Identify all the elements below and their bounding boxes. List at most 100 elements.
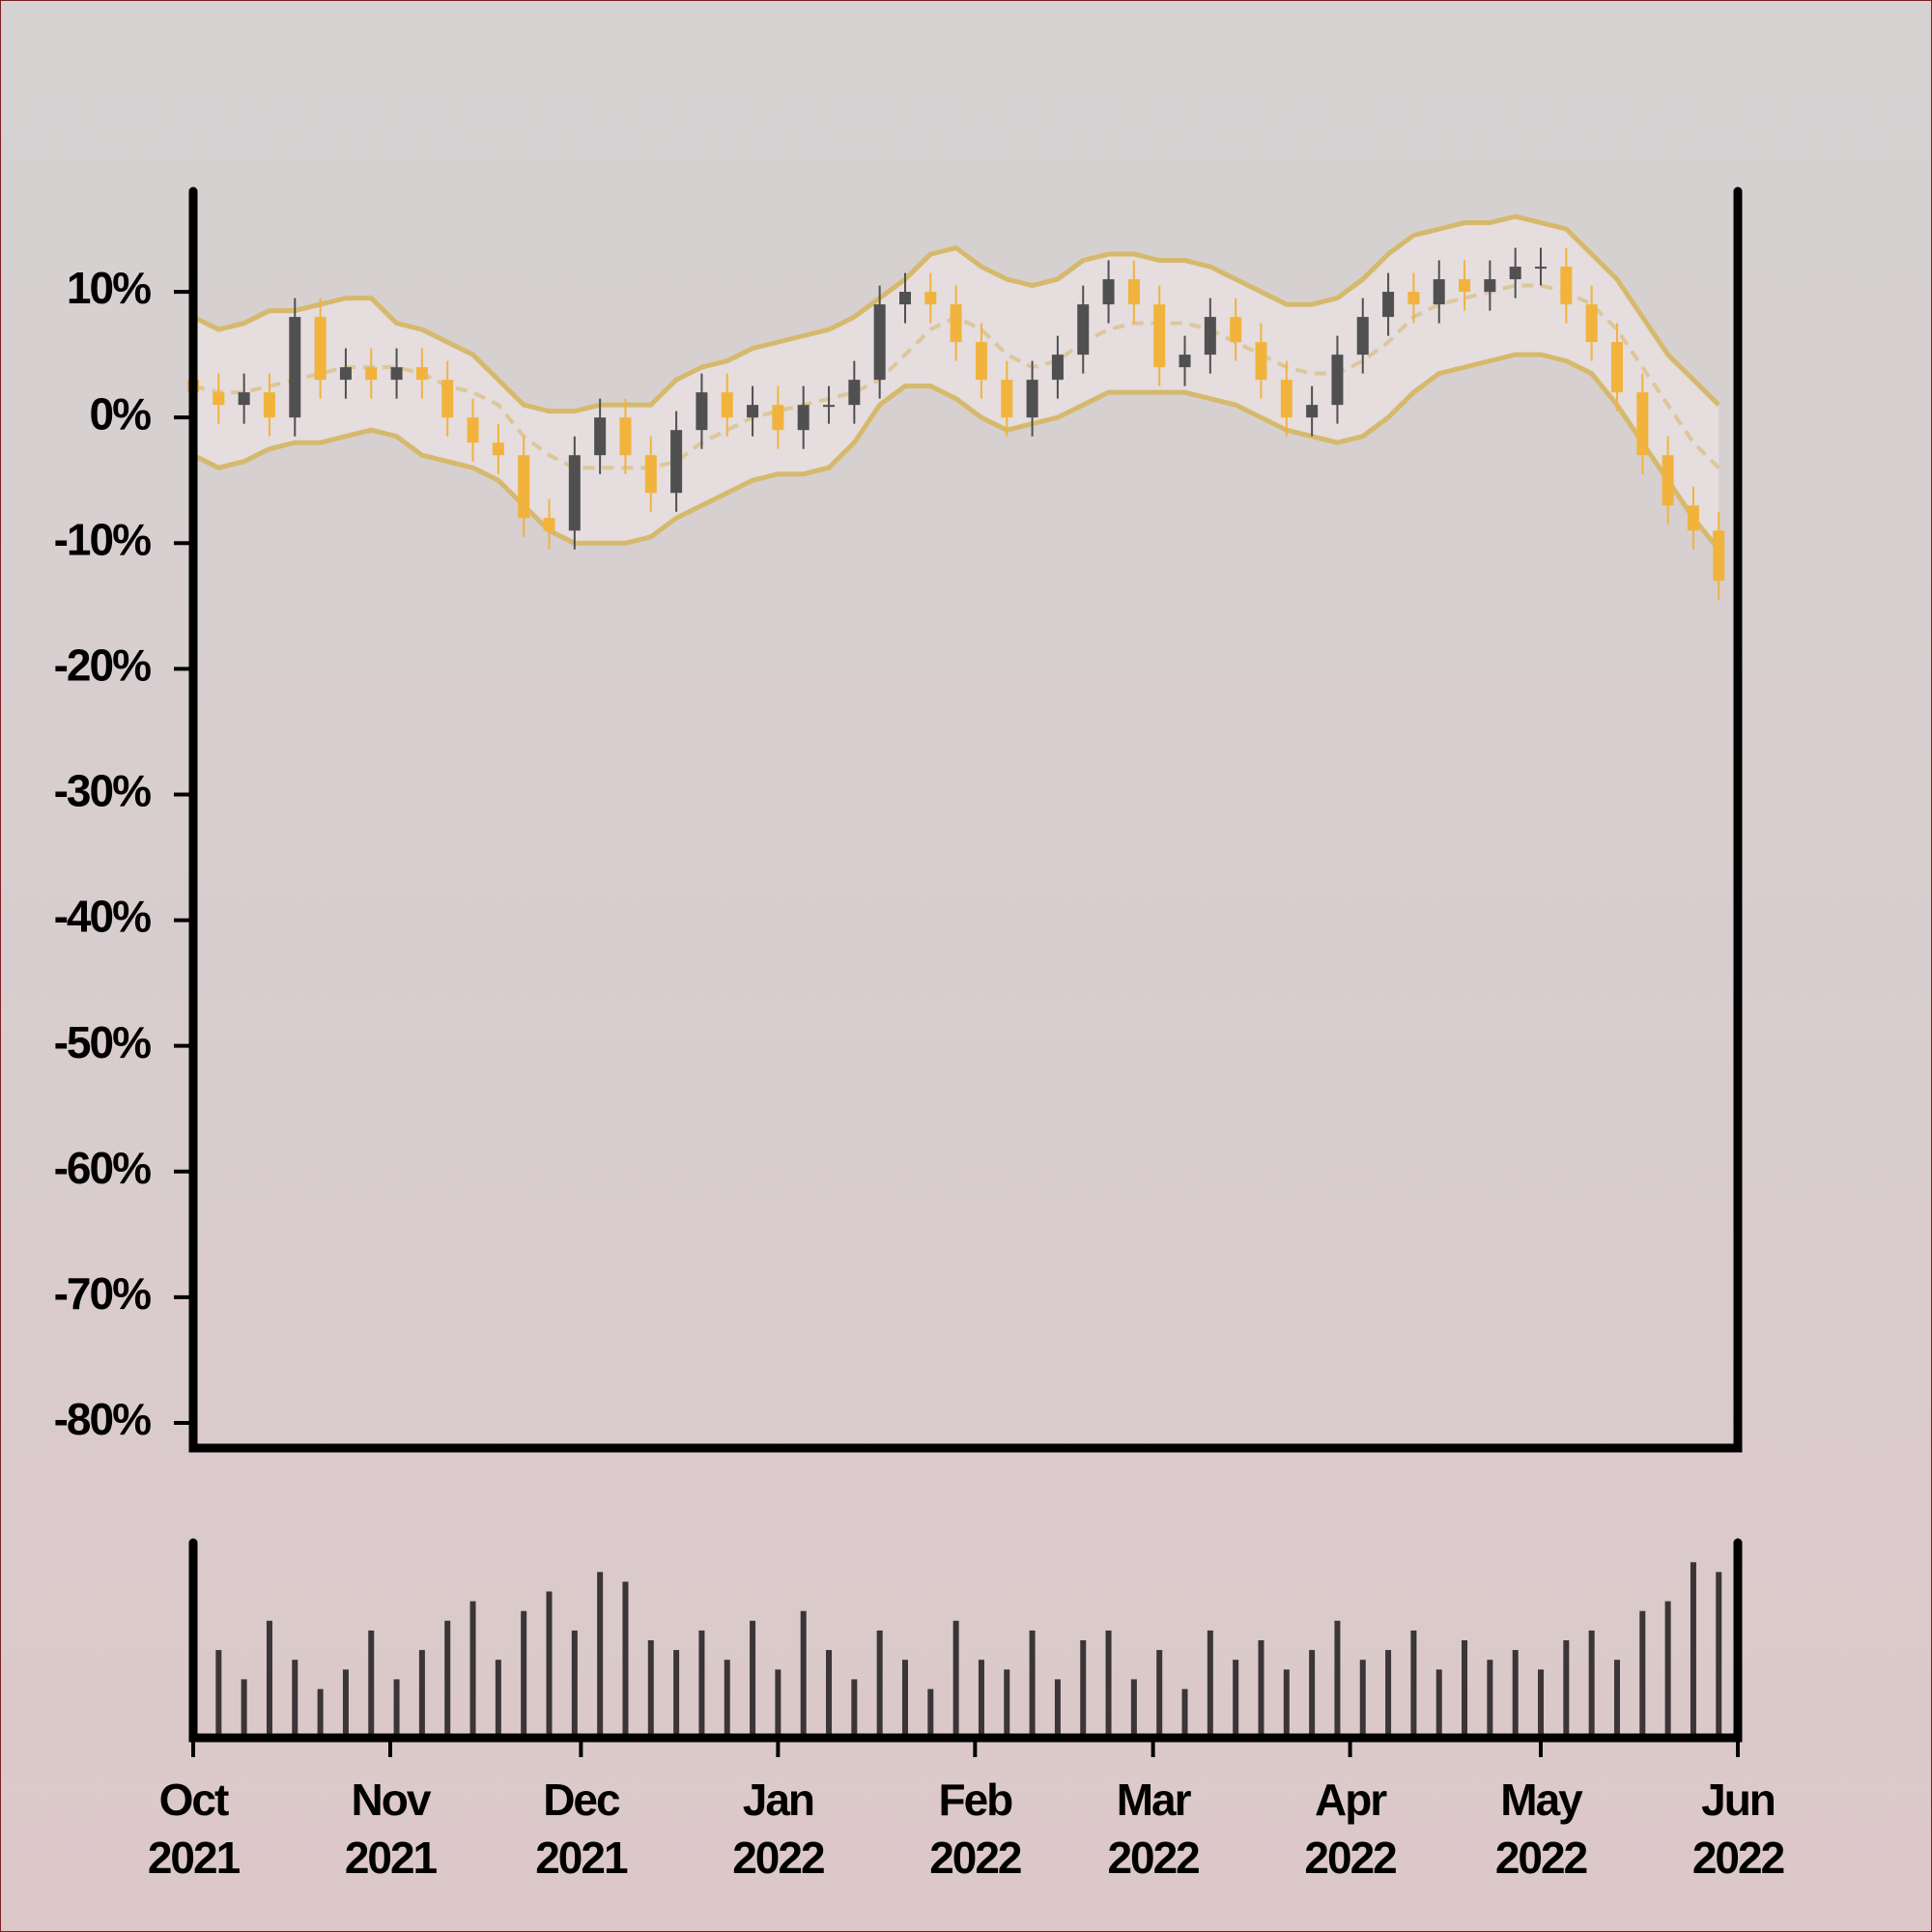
volume-bar [750,1620,756,1738]
volume-bar [1334,1620,1341,1738]
y-tick-label: -80% [54,1394,151,1444]
candle-body [1484,279,1496,293]
volume-bar [1613,1660,1620,1738]
volume-bar [647,1640,654,1738]
volume-bar [1181,1689,1188,1738]
candle-body [1535,267,1548,270]
x-tick-label: Nov 2021 [345,1775,438,1883]
candle-body [1230,317,1242,343]
y-tick-label: -10% [54,514,151,564]
x-tick-label-line: 2022 [1692,1833,1784,1883]
x-tick-label-line: 2022 [732,1833,824,1883]
volume-axes [188,1538,1743,1743]
volume-bar [1512,1650,1519,1738]
x-tick-label-line: Jun [1701,1775,1775,1825]
volume-bar [1105,1630,1112,1738]
candle-body [518,455,530,519]
volume-bar [1029,1630,1036,1738]
candle-body [1610,342,1623,393]
volume-bar [1054,1679,1061,1738]
candle-body [1306,405,1319,418]
volume-bar [901,1660,908,1738]
candle-body [1255,342,1267,381]
volume-bar [241,1679,247,1738]
volume-bar [266,1620,272,1738]
volume-bar [1080,1640,1087,1738]
candle-body [1179,355,1191,368]
volume-bar [698,1630,705,1738]
volume-bar [469,1601,476,1738]
volume-bar [215,1650,222,1738]
candle-body [848,380,861,406]
volume-bar [800,1610,807,1738]
volume-bar [851,1679,858,1738]
volume-bar [1130,1679,1137,1738]
candle-body [747,405,759,418]
main-axes [188,186,1743,1453]
candle-body [1051,355,1064,381]
volume-bar [495,1660,501,1738]
volume-bar [1538,1669,1545,1738]
candle-body [467,417,479,443]
volume-bar [1283,1669,1290,1738]
volume-bar [1690,1562,1696,1738]
candle-body [1560,267,1573,305]
candle-body [797,405,810,431]
candle-body [238,392,250,406]
candle-body [415,367,428,381]
candle-body [924,292,937,305]
volume-bar [1385,1650,1392,1738]
x-tick-label: Apr 2022 [1304,1775,1396,1883]
candle-body [543,518,555,531]
candle-body [1687,505,1699,531]
candle-body [1077,304,1090,355]
candle-body [289,317,301,418]
candle-body [670,430,683,494]
volume-bar [978,1660,984,1738]
candle-body [950,304,962,343]
volume-bar [393,1679,400,1738]
volume-bar [1435,1669,1442,1738]
candle-body [1127,279,1140,305]
x-tick-label: May 2022 [1495,1775,1587,1883]
x-tick-label-line: Oct [159,1775,229,1825]
volume-bar [1233,1660,1239,1738]
candle-body [1585,304,1598,343]
candle-body [390,367,403,381]
candle-body [568,455,581,531]
candle-body [898,292,911,305]
volume-bar [521,1610,527,1738]
y-tick-label: -60% [54,1143,151,1193]
candle-body [975,342,987,381]
x-tick-label-line: Dec [543,1775,620,1825]
volume-bar [368,1630,375,1738]
y-tick-label: -70% [54,1268,151,1319]
x-tick-label-line: May [1500,1775,1583,1825]
volume-bar [571,1630,578,1738]
candle-body [1509,267,1521,280]
band-lower [191,352,1721,552]
candle-body [696,392,708,431]
volume-bar [546,1591,553,1738]
candle-body [1636,392,1649,456]
y-tick-label: -40% [54,892,151,942]
candle-body [594,417,607,456]
volume-bar [342,1669,349,1738]
x-tick-label: Jun 2022 [1692,1775,1784,1883]
x-tick-label: Jan 2022 [732,1775,824,1883]
y-tick-label: -30% [54,766,151,816]
candle-body [619,417,632,456]
volume-bar [1639,1610,1646,1738]
x-tick-label-line: Jan [743,1775,813,1825]
y-tick-label: 0% [90,388,152,439]
volume-bar [724,1660,730,1738]
candle-body [1713,530,1725,582]
x-tick-label-line: Mar [1117,1775,1192,1825]
volume-bar [952,1620,959,1738]
x-tick-label-line: Feb [938,1775,1012,1825]
volume-bar [1563,1640,1570,1738]
candle-body [721,392,733,418]
volume-bar [1156,1650,1163,1738]
volume-bar [927,1689,934,1738]
candle-body [1356,317,1369,355]
